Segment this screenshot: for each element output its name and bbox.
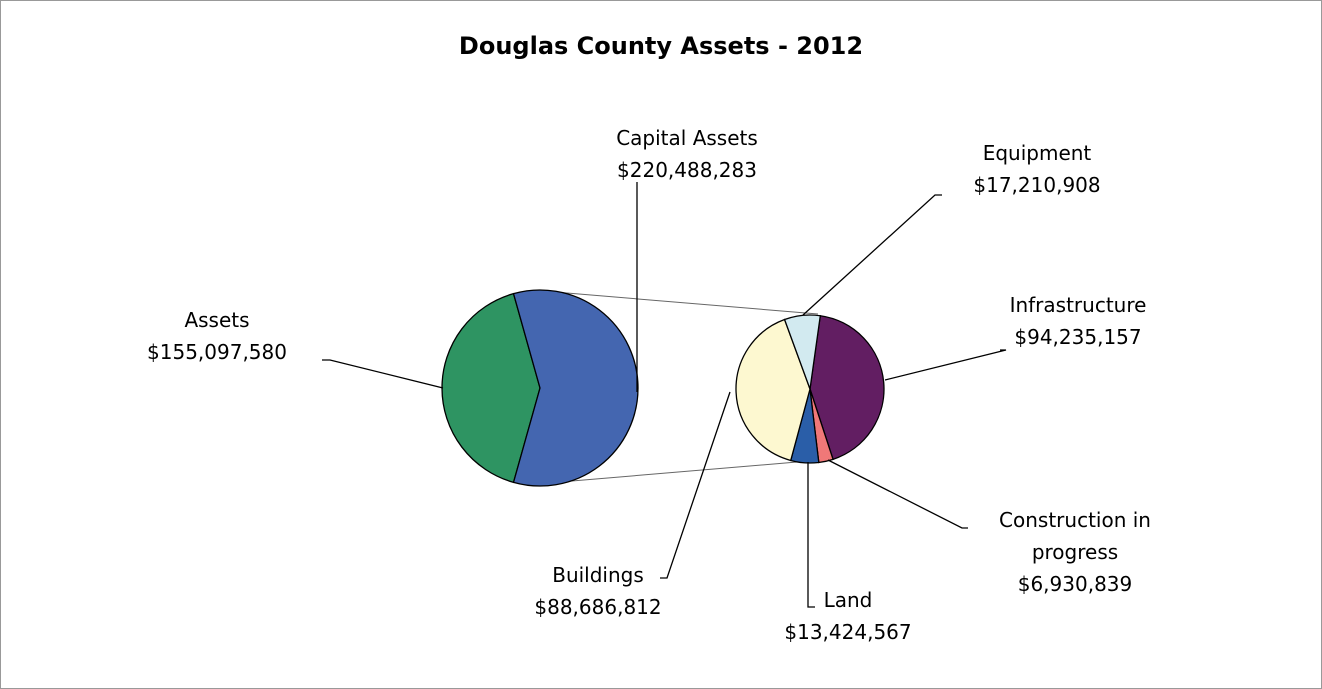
data-label-value: $17,210,908: [973, 173, 1101, 197]
leader-line: [322, 359, 444, 389]
pie-slice: [783, 314, 822, 390]
data-label-name: Land: [823, 588, 873, 612]
leader-line: [660, 391, 731, 579]
leader-line: [807, 462, 815, 608]
leader-line: [827, 459, 968, 529]
data-label-name: Equipment: [982, 141, 1092, 165]
data-label-value: $220,488,283: [617, 158, 757, 182]
data-label-name: Infrastructure: [1009, 293, 1147, 317]
data-label-value: $94,235,157: [1014, 325, 1142, 349]
data-label-name: Buildings: [552, 563, 644, 587]
data-label-value: $155,097,580: [147, 340, 287, 364]
leader-line: [802, 194, 942, 316]
pie-slice: [809, 314, 885, 461]
connector: [554, 291, 819, 315]
data-label-name: Assets: [184, 308, 250, 332]
pie-slice: [735, 318, 811, 462]
pie-slice: [512, 289, 639, 487]
data-label-value: $13,424,567: [784, 620, 912, 644]
connector: [547, 461, 798, 484]
chart-title: Douglas County Assets - 2012: [458, 32, 864, 60]
data-label-value: $6,930,839: [1017, 572, 1133, 596]
data-label-name: Capital Assets: [616, 126, 758, 150]
data-label-name: Construction in progress: [999, 508, 1151, 564]
data-label-value: $88,686,812: [534, 595, 662, 619]
leader-line: [884, 349, 1007, 381]
